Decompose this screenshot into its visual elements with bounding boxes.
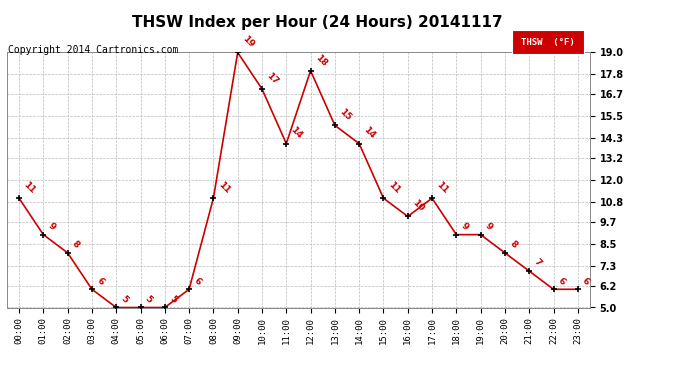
Text: 5: 5 [119,294,130,305]
Text: 11: 11 [435,180,450,195]
Text: 9: 9 [46,221,57,232]
Text: 19: 19 [241,34,256,50]
Text: 17: 17 [265,71,280,86]
Text: 6: 6 [95,276,106,286]
Text: 7: 7 [532,257,543,268]
Text: 5: 5 [168,294,179,305]
Text: 8: 8 [70,239,81,250]
Text: 15: 15 [337,107,353,123]
Text: THSW  (°F): THSW (°F) [522,38,575,47]
Text: 5: 5 [144,294,154,305]
Text: 10: 10 [411,198,426,214]
Text: 14: 14 [362,126,377,141]
Text: THSW Index per Hour (24 Hours) 20141117: THSW Index per Hour (24 Hours) 20141117 [132,15,503,30]
Text: 11: 11 [22,180,37,195]
Text: 8: 8 [508,239,518,250]
Text: 14: 14 [289,126,304,141]
Text: 9: 9 [484,221,494,232]
Text: 11: 11 [216,180,231,195]
Text: 11: 11 [386,180,402,195]
Text: 6: 6 [580,276,591,286]
Text: 6: 6 [192,276,203,286]
Text: Copyright 2014 Cartronics.com: Copyright 2014 Cartronics.com [8,45,179,55]
Text: 6: 6 [556,276,567,286]
Text: 9: 9 [459,221,470,232]
Text: 18: 18 [313,53,328,68]
